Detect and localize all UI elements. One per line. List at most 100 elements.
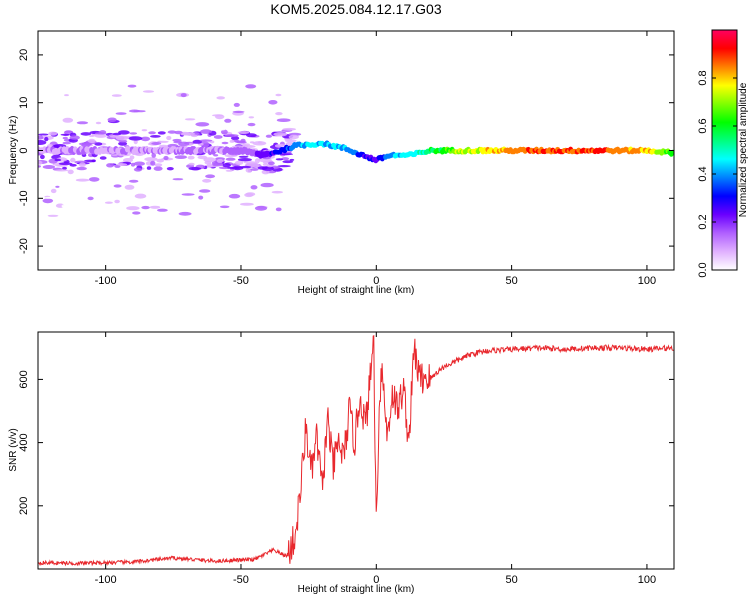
colorbar-tick-label: 0.2 bbox=[697, 214, 709, 229]
spectrogram-cell bbox=[225, 157, 236, 161]
snr-y-ticks: 200 400 600 bbox=[18, 370, 674, 515]
spectrogram-cell bbox=[114, 199, 120, 204]
spectrogram-cell bbox=[118, 141, 128, 146]
spectrogram-cell bbox=[174, 155, 187, 160]
spectrogram-cell bbox=[275, 207, 282, 212]
spectrogram-cell bbox=[262, 160, 270, 164]
spectrogram-cell bbox=[234, 160, 244, 165]
spectrogram-cell bbox=[144, 157, 158, 162]
spectrogram-cell bbox=[246, 133, 257, 138]
spectrogram-cell bbox=[107, 117, 117, 123]
spectrogram-cell bbox=[265, 134, 272, 138]
spectrogram-cell bbox=[262, 163, 268, 166]
spectrogram-cell bbox=[243, 145, 256, 148]
spectrogram-cell bbox=[240, 138, 246, 143]
spectrogram-cell bbox=[191, 134, 198, 138]
spectrogram-cell bbox=[181, 132, 195, 136]
colorbar: 0.0 0.2 0.4 0.6 0.8 Normalized spectral ampl… bbox=[697, 29, 749, 278]
spectrogram-cell bbox=[181, 193, 195, 196]
spectrogram-cell bbox=[225, 169, 233, 172]
spectrogram-cell bbox=[205, 174, 216, 179]
spectrogram-cell bbox=[157, 208, 168, 212]
spectrogram-cell bbox=[87, 138, 96, 144]
spectrogram-cell bbox=[67, 169, 74, 175]
spectrogram-cell bbox=[126, 206, 140, 211]
spectrogram-cell bbox=[134, 193, 147, 199]
spectrogram-cell bbox=[133, 110, 146, 113]
snr-plot-area bbox=[38, 334, 674, 567]
spectrogram-cell bbox=[64, 130, 73, 133]
spectrogram-cell bbox=[260, 182, 274, 188]
spectrogram-cell bbox=[38, 160, 43, 165]
spectrogram-cell bbox=[166, 135, 172, 141]
spectrogram-cell bbox=[284, 139, 297, 143]
spectrogram-cell bbox=[58, 162, 73, 166]
spectrogram-cell bbox=[275, 158, 284, 161]
spectrogram-cell bbox=[149, 205, 161, 209]
spectrogram-cell bbox=[151, 142, 162, 145]
spectrogram-cell bbox=[203, 157, 216, 163]
x-tick-label: -50 bbox=[233, 574, 249, 586]
spectrogram-cell bbox=[239, 165, 252, 169]
spectrogram-cell bbox=[123, 158, 133, 163]
spectrogram-cell bbox=[167, 130, 177, 134]
spectrogram-cell bbox=[80, 132, 92, 136]
snr-panel: -100 -50 0 50 100 200 400 600 Height of straig… bbox=[8, 331, 675, 595]
spectrogram-cell bbox=[153, 166, 163, 171]
spectrogram-cell bbox=[158, 190, 165, 195]
spectrogram-cell bbox=[225, 134, 239, 138]
colorbar-frame bbox=[711, 29, 738, 271]
spectrogram-cell bbox=[186, 174, 194, 179]
spectrogram-cell bbox=[127, 84, 137, 88]
colorbar-tick-label: 0.8 bbox=[697, 70, 709, 85]
spectrogram-cell bbox=[173, 140, 183, 144]
y-tick-label: -20 bbox=[18, 238, 30, 254]
spectrogram-cell bbox=[250, 168, 259, 171]
spectrogram-cell bbox=[114, 164, 121, 168]
colorbar-tick-label: 0.4 bbox=[697, 166, 709, 181]
spectrogram-cell bbox=[76, 166, 87, 171]
spectrogram-cell bbox=[150, 135, 161, 138]
spectrogram-cell bbox=[54, 158, 62, 162]
spectrogram-cell bbox=[281, 157, 290, 161]
spectrogram-cell bbox=[55, 185, 60, 188]
spectrogram-cell bbox=[60, 133, 70, 136]
spectrogram-cell bbox=[40, 154, 45, 160]
spectrogram-cell bbox=[148, 131, 156, 135]
spectrogram-cell bbox=[250, 185, 258, 190]
spectrogram-cell bbox=[141, 129, 148, 132]
spectrogram-cell bbox=[274, 144, 286, 148]
y-tick-label: 600 bbox=[18, 370, 30, 388]
spectrogram-cell bbox=[44, 136, 49, 142]
spectrogram-cell bbox=[133, 139, 138, 145]
spectrogram-cell bbox=[151, 153, 156, 158]
x-tick-label: -100 bbox=[95, 275, 117, 287]
x-tick-label: -50 bbox=[233, 275, 249, 287]
spectrogram-cell bbox=[46, 118, 55, 121]
spectrogram-cell bbox=[227, 166, 241, 169]
spectrogram-cell bbox=[172, 178, 184, 181]
colorbar-ticks: 0.0 0.2 0.4 0.6 0.8 bbox=[697, 70, 737, 278]
spectrogram-cell bbox=[275, 93, 282, 97]
spectrogram-plot-area bbox=[38, 82, 674, 217]
snr-y-axis-label: SNR (v/v) bbox=[8, 428, 19, 471]
spectrogram-cell bbox=[57, 82, 63, 88]
spectrogram-cell bbox=[95, 121, 102, 125]
spectrogram-cell bbox=[257, 141, 262, 144]
spectrogram-cell bbox=[166, 167, 174, 171]
spectrogram-cell bbox=[128, 136, 143, 141]
spectrogram-cell bbox=[146, 166, 152, 170]
spectrogram-cell bbox=[216, 158, 224, 163]
spectrogram-cell bbox=[200, 129, 212, 134]
spectrogram-cell bbox=[68, 193, 81, 197]
spectrogram-cell bbox=[238, 155, 249, 158]
x-tick-label: 0 bbox=[373, 275, 379, 287]
spectrogram-cell bbox=[75, 178, 90, 182]
spectrogram-cell bbox=[277, 165, 291, 168]
spectrogram-cell bbox=[62, 136, 68, 140]
spectrogram-cell bbox=[104, 201, 113, 204]
spectrogram-cell bbox=[213, 154, 219, 157]
spectrogram-cell bbox=[88, 177, 100, 182]
spectrogram-cell bbox=[240, 202, 254, 206]
